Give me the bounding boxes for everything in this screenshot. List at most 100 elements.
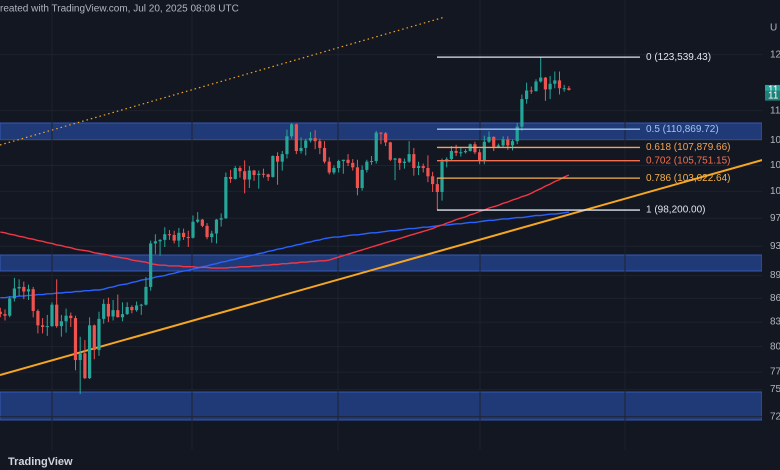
candle-body	[463, 151, 468, 153]
candle-body	[496, 145, 501, 147]
candle-body	[543, 77, 548, 90]
y-tick-label: 75	[770, 384, 780, 395]
price-label-box	[765, 90, 780, 101]
candle-body	[186, 237, 190, 239]
y-tick-label: 83	[770, 317, 780, 328]
y-tick-label: 12	[770, 49, 780, 60]
candle-body	[539, 77, 543, 82]
candle-body	[40, 325, 45, 327]
y-tick-label: 93	[770, 241, 780, 252]
candle-body	[294, 124, 298, 152]
candle-body	[449, 151, 454, 160]
candle-body	[130, 307, 134, 311]
candle-body	[322, 147, 327, 162]
candle-body	[64, 315, 68, 322]
candle-body	[120, 314, 125, 318]
zones	[0, 122, 763, 421]
candle-body	[562, 88, 566, 90]
candle-body	[252, 170, 256, 176]
candle-body	[478, 152, 482, 162]
candle-body	[12, 288, 16, 299]
candle-body	[50, 304, 54, 327]
grid	[0, 0, 762, 450]
candle-body	[346, 159, 350, 163]
candle-body	[416, 166, 421, 168]
candle-body	[360, 169, 364, 189]
candle-body	[191, 221, 195, 238]
price-label-box	[765, 84, 780, 95]
candle-body	[214, 219, 219, 234]
candle-body	[426, 167, 430, 177]
candle-body	[228, 176, 233, 179]
candle-body	[111, 310, 115, 317]
candle-body	[196, 219, 200, 222]
candle-body	[83, 353, 87, 379]
y-tick-label: 10	[770, 135, 780, 146]
candle-body	[177, 232, 181, 241]
candle-body	[139, 304, 143, 306]
candle-body	[313, 138, 317, 142]
fib-label: 0.5 (110,869.72)	[646, 124, 719, 135]
candle-body	[125, 307, 129, 315]
candle-body	[45, 326, 49, 328]
fib-label: 0.618 (107,879.66)	[646, 142, 731, 153]
candle-body	[36, 310, 40, 326]
y-tick-label: 97	[770, 213, 780, 224]
y-tick-label: 80	[770, 341, 780, 352]
candle-body	[261, 173, 266, 175]
price-axis	[762, 0, 780, 470]
candle-body	[534, 81, 538, 92]
candle-body	[454, 151, 458, 153]
y-tick-label: 86	[770, 293, 780, 304]
candle-body	[567, 88, 571, 90]
candle-body	[73, 318, 78, 361]
candle-body	[0, 311, 2, 315]
candle-body	[304, 140, 308, 148]
currency: U	[770, 23, 777, 34]
candle-body	[473, 144, 477, 153]
candle-body	[106, 303, 110, 317]
time-axis	[0, 452, 762, 470]
candle-body	[275, 155, 280, 162]
candle-body	[365, 161, 369, 170]
fib-label: 0.786 (103,022.64)	[646, 173, 731, 184]
fibonacci: 0 (123,539.43) 0.5 (110,869.72) 0.618 (107…	[437, 52, 731, 216]
candle-body	[243, 171, 247, 180]
candle-body	[525, 90, 529, 100]
candle-body	[266, 174, 270, 177]
candle-body	[553, 80, 557, 84]
candle-body	[492, 136, 496, 147]
candle-body	[515, 126, 519, 142]
support-zone	[0, 254, 763, 272]
y-tick-label: 72	[770, 411, 780, 422]
candle-body	[341, 159, 345, 162]
candle-body	[388, 142, 392, 160]
candle-body	[97, 318, 101, 350]
moving-average	[0, 174, 570, 269]
price-label: 11	[768, 90, 779, 101]
fib-label: 0.702 (105,751.15)	[646, 155, 731, 166]
candle-body	[153, 241, 157, 244]
support-zone	[0, 391, 763, 421]
price-label: 11	[768, 85, 779, 96]
candle-body	[55, 304, 59, 327]
candle-body	[431, 176, 435, 185]
y-tick-label: 10	[770, 186, 780, 197]
header: reated with TradingView.com, Jul 20, 202…	[0, 4, 239, 15]
candle-body	[482, 141, 486, 162]
candle-body	[337, 161, 341, 168]
candle-body	[247, 170, 251, 180]
candle-body	[92, 325, 96, 350]
candle-body	[149, 243, 153, 287]
candle-body	[412, 154, 416, 168]
y-tick-label: 11	[770, 105, 780, 116]
candles	[0, 57, 571, 395]
y-tick-label: 89	[770, 270, 780, 281]
candle-body	[369, 161, 374, 163]
moving-average	[0, 211, 570, 299]
candle-body	[205, 225, 209, 238]
candle-body	[116, 310, 120, 318]
candle-body	[163, 234, 167, 240]
candle-body	[233, 167, 237, 179]
